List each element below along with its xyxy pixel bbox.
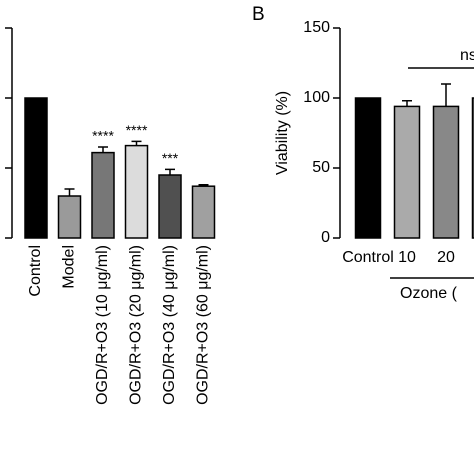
significance-label: *** — [162, 150, 179, 166]
x-axis-label: Ozone ( — [400, 285, 458, 302]
x-tick-label: OGD/R+O3 (20 μg/ml) — [128, 245, 145, 405]
bar — [91, 151, 115, 239]
bar — [432, 105, 460, 239]
x-tick-label: OGD/R+O3 (40 μg/ml) — [161, 245, 178, 405]
error-bar — [441, 83, 451, 107]
error-bar — [198, 184, 209, 187]
x-tick-label: 10 — [398, 249, 416, 266]
significance-label: **** — [92, 128, 114, 144]
error-bar — [131, 140, 142, 146]
error-bar — [402, 100, 412, 107]
error-bar — [165, 168, 175, 175]
bar — [191, 185, 216, 239]
error-bar — [64, 188, 75, 196]
bar — [471, 97, 474, 239]
x-tick-label: OGD/R+O3 (10 μg/ml) — [94, 245, 111, 405]
x-tick-label: 20 — [437, 249, 455, 266]
panel-label: B — [252, 4, 265, 25]
y-tick-label: 50 — [312, 159, 330, 176]
y-tick-label: 150 — [303, 19, 330, 36]
x-tick-label: Control — [342, 249, 394, 266]
bar — [158, 174, 182, 239]
bar — [57, 195, 82, 239]
x-tick-label: Control — [27, 245, 44, 297]
significance-label: **** — [126, 122, 148, 138]
bar — [24, 97, 48, 239]
bar — [393, 105, 421, 239]
x-tick-label: OGD/R+O3 (60 μg/ml) — [195, 245, 212, 405]
bar — [354, 97, 382, 239]
y-axis-label: Viability (%) — [274, 91, 291, 175]
y-tick-label: 100 — [303, 89, 330, 106]
annotation: ns — [460, 47, 474, 64]
error-bar — [98, 146, 108, 153]
x-tick-label: Model — [61, 245, 78, 289]
y-tick-label: 0 — [321, 229, 330, 246]
bar — [124, 144, 149, 239]
